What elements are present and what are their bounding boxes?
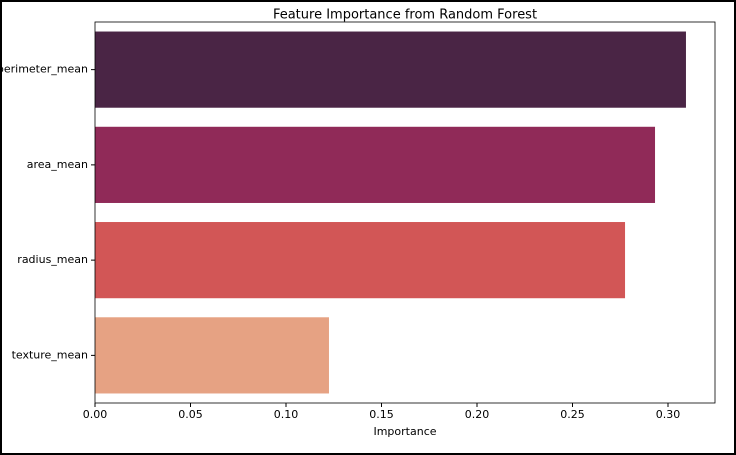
y-tick-label: area_mean <box>27 158 88 171</box>
x-tick-label: 0.00 <box>83 408 108 421</box>
x-tick-label: 0.15 <box>369 408 394 421</box>
x-tick-label: 0.25 <box>560 408 585 421</box>
x-tick-label: 0.20 <box>465 408 490 421</box>
x-tick-label: 0.10 <box>274 408 299 421</box>
x-axis-label: Importance <box>373 425 436 438</box>
y-tick-label: perimeter_mean <box>0 63 88 76</box>
bar <box>95 126 656 203</box>
bar <box>95 222 626 299</box>
bar <box>95 317 329 394</box>
x-tick-label: 0.05 <box>178 408 203 421</box>
x-tick-label: 0.30 <box>656 408 681 421</box>
chart-title: Feature Importance from Random Forest <box>273 8 537 23</box>
y-tick-label: texture_mean <box>12 348 88 361</box>
plot-frame <box>94 21 716 404</box>
y-tick-label: radius_mean <box>17 253 88 266</box>
bar <box>95 31 686 108</box>
